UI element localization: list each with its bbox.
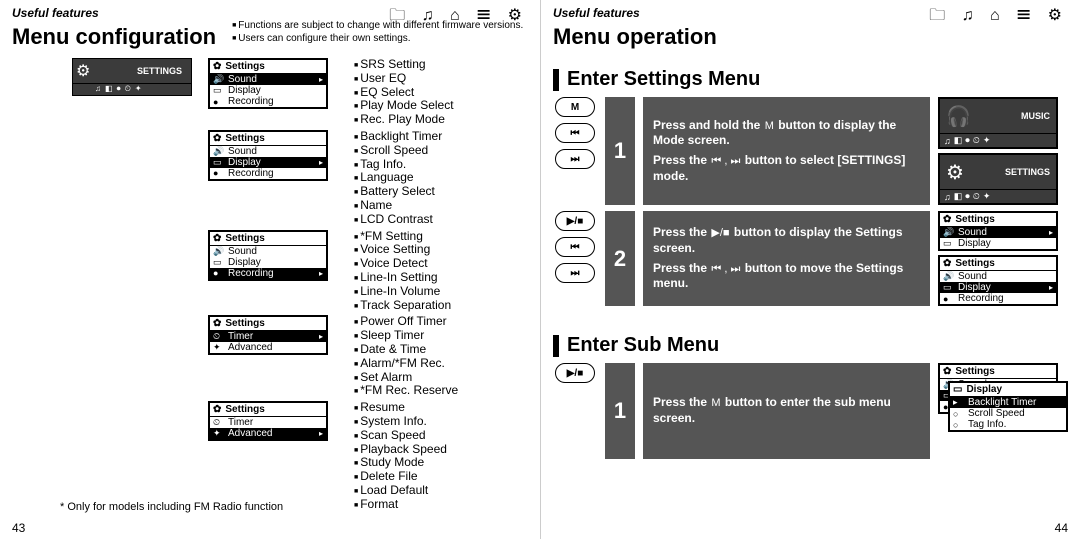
step-illustration: ✿Settings 🔊Sound▸ ▭Display ✿Settings 🔊So…: [938, 211, 1068, 306]
page-number: 43: [12, 521, 25, 535]
root-device: ⚙ SETTINGS ♫◧⏺⏲✦: [72, 58, 192, 96]
list-item: Scroll Speed: [354, 144, 442, 158]
list-item: Name: [354, 199, 442, 213]
play-glyph: ▶/■: [710, 227, 730, 239]
step-illustration: ✿Settings 🔊Sound ▭Display▸ ●Recording ▭D…: [938, 363, 1068, 459]
list-item: Study Mode: [354, 456, 447, 470]
step-number: 1: [605, 363, 635, 459]
list-item: Power Off Timer: [354, 315, 458, 329]
header-icon-bar: 🗀 ♫ ⌂ ☰ ⚙: [929, 4, 1068, 31]
section-heading: Enter Settings Menu: [553, 68, 1068, 91]
list-item: Scan Speed: [354, 429, 447, 443]
menu-items: Backlight Timer Scroll Speed Tag Info. L…: [354, 130, 442, 227]
list-item: Language: [354, 171, 442, 185]
lcd-panel: ✿Settings 🔊Sound▸ ▭Display ●Recording: [208, 58, 338, 109]
sub-step-1: ▶/■ 1 Press the M button to enter the su…: [553, 363, 1068, 459]
list-item: Delete File: [354, 470, 447, 484]
nav-glyph: ⏮ , ⏭: [710, 155, 741, 167]
list-item: Rec. Play Mode: [354, 113, 454, 127]
config-row: ✿Settings 🔊Sound ▭Display ●Recording▸ *F…: [72, 230, 528, 313]
list-item: Sleep Timer: [354, 329, 458, 343]
list-item: Tag Info.: [354, 158, 442, 172]
list-item: Alarm/*FM Rec.: [354, 357, 458, 371]
config-row: ✿Settings ⏲Timer ✦Advanced▸ Resume Syste…: [72, 401, 528, 511]
m-glyph: M: [764, 120, 775, 132]
list-item: SRS Setting: [354, 58, 454, 72]
menu-items: SRS Setting User EQ EQ Select Play Mode …: [354, 58, 454, 127]
step-instruction: Press and hold the M button to display t…: [643, 97, 930, 205]
list-item: Resume: [354, 401, 447, 415]
section-heading: Enter Sub Menu: [553, 334, 1068, 357]
hardware-buttons: ▶/■ ⏮ ⏭: [553, 211, 597, 306]
list-item: Format: [354, 498, 447, 512]
config-row: ⚙ SETTINGS ♫◧⏺⏲✦ ✿Settings 🔊Sound▸ ▭Disp…: [72, 58, 528, 127]
list-item: Backlight Timer: [354, 130, 442, 144]
list-item: Line-In Volume: [354, 285, 451, 299]
step-2: ▶/■ ⏮ ⏭ 2 Press the ▶/■ button to displa…: [553, 211, 1068, 306]
m-button: M: [555, 97, 595, 117]
step-number: 2: [605, 211, 635, 306]
list-item: System Info.: [354, 415, 447, 429]
step-instruction: Press the M button to enter the sub menu…: [643, 363, 930, 459]
next-button: ⏭: [555, 149, 595, 169]
menu-items: Power Off Timer Sleep Timer Date & Time …: [354, 315, 458, 398]
nav-glyph: ⏮ , ⏭: [710, 263, 741, 275]
list-item: Playback Speed: [354, 443, 447, 457]
root-strip: ♫◧⏺⏲✦: [72, 84, 192, 96]
header-icon-bar: 🗀 ♫ ⌂ ☰ ⚙: [389, 4, 528, 31]
gear-icon: ✿: [213, 61, 221, 72]
step-1: M ⏮ ⏭ 1 Press and hold the M button to d…: [553, 97, 1068, 205]
root-label: SETTINGS: [137, 66, 188, 76]
menu-items: *FM Setting Voice Setting Voice Detect L…: [354, 230, 451, 313]
list-item: Date & Time: [354, 343, 458, 357]
hardware-buttons: ▶/■: [553, 363, 597, 459]
step-illustration: 🎧MUSIC ♫◧⏺⏲✦ ⚙SETTINGS ♫◧⏺⏲✦: [938, 97, 1068, 205]
page-title: Menu configuration: [12, 24, 216, 50]
lcd-panel: ✿Settings 🔊Sound ▭Display ●Recording▸: [208, 230, 338, 281]
prev-button: ⏮: [555, 237, 595, 257]
list-item: Play Mode Select: [354, 99, 454, 113]
lcd-panel: ✿Settings 🔊Sound ▭Display▸ ●Recording: [208, 130, 338, 181]
page-44: Useful features 🗀 ♫ ⌂ ☰ ⚙ Menu operation…: [540, 0, 1080, 539]
list-item: *FM Setting: [354, 230, 451, 244]
list-item: Battery Select: [354, 185, 442, 199]
list-item: Voice Setting: [354, 243, 451, 257]
config-row: ✿Settings ⏲Timer▸ ✦Advanced Power Off Ti…: [72, 315, 528, 398]
list-item: Set Alarm: [354, 371, 458, 385]
gear-icon: ⚙: [76, 61, 90, 81]
list-item: Line-In Setting: [354, 271, 451, 285]
play-button: ▶/■: [555, 211, 595, 231]
music-icon: 🎧: [946, 104, 971, 129]
list-item: User EQ: [354, 72, 454, 86]
list-item: Load Default: [354, 484, 447, 498]
next-button: ⏭: [555, 263, 595, 283]
config-row: ✿Settings 🔊Sound ▭Display▸ ●Recording Ba…: [72, 130, 528, 227]
list-item: Track Separation: [354, 299, 451, 313]
page-43: Useful features 🗀 ♫ ⌂ ☰ ⚙ Menu configura…: [0, 0, 540, 539]
hardware-buttons: M ⏮ ⏭: [553, 97, 597, 205]
step-instruction: Press the ▶/■ button to display the Sett…: [643, 211, 930, 306]
list-item: *FM Rec. Reserve: [354, 384, 458, 398]
list-item: LCD Contrast: [354, 213, 442, 227]
note-line: Users can configure their own settings.: [232, 33, 523, 46]
footnote: * Only for models including FM Radio fun…: [60, 501, 283, 513]
list-item: Voice Detect: [354, 257, 451, 271]
lcd-panel: ✿Settings ⏲Timer ✦Advanced▸: [208, 401, 338, 441]
prev-button: ⏮: [555, 123, 595, 143]
step-number: 1: [605, 97, 635, 205]
gear-icon: ⚙: [946, 160, 964, 185]
play-button: ▶/■: [555, 363, 595, 383]
menu-items: Resume System Info. Scan Speed Playback …: [354, 401, 447, 511]
menu-configuration-table: ⚙ SETTINGS ♫◧⏺⏲✦ ✿Settings 🔊Sound▸ ▭Disp…: [72, 58, 528, 512]
m-glyph: M: [710, 397, 721, 409]
list-item: EQ Select: [354, 86, 454, 100]
page-number: 44: [1055, 521, 1068, 535]
lcd-panel: ✿Settings ⏲Timer▸ ✦Advanced: [208, 315, 338, 355]
